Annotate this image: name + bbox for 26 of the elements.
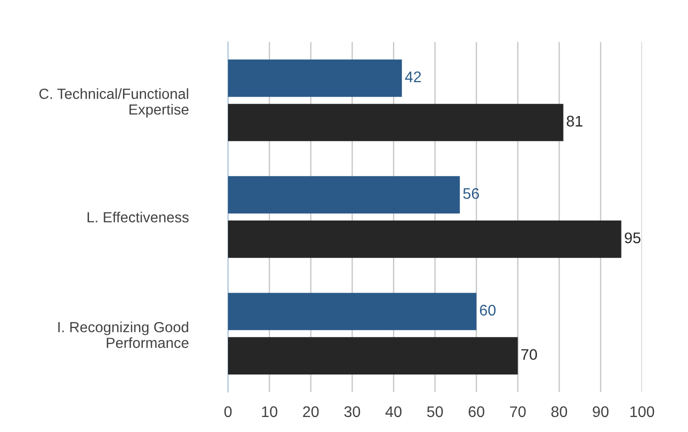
data-label: 42: [405, 71, 421, 82]
bar: [228, 176, 460, 214]
bar: [228, 220, 622, 258]
bar: [228, 104, 564, 142]
x-tick-label: 40: [385, 406, 402, 418]
x-tick-label: 80: [551, 406, 568, 418]
data-label: 70: [521, 349, 537, 360]
y-tick-label: I. Recognizing Good Performance: [58, 322, 188, 348]
x-tick-label: 10: [262, 406, 278, 418]
bar: [228, 292, 476, 330]
data-label: 56: [463, 188, 479, 199]
x-tick-label: 90: [592, 406, 608, 418]
y-tick-label: C. Technical/Functional Expertise: [39, 88, 188, 118]
data-label: 95: [624, 232, 640, 244]
bar: [228, 60, 402, 97]
data-label: 81: [566, 116, 582, 127]
x-tick-label: 60: [468, 406, 484, 418]
data-label: 60: [480, 304, 496, 316]
x-tick-label: 0: [224, 406, 232, 418]
x-tick-label: 30: [344, 406, 360, 418]
bar: [228, 337, 518, 374]
x-tick-label: 70: [510, 406, 526, 418]
y-tick-label: L. Effectiveness: [88, 212, 189, 222]
x-tick-label: 100: [630, 406, 654, 418]
x-tick-label: 20: [303, 406, 319, 418]
x-tick-label: 50: [427, 406, 443, 418]
